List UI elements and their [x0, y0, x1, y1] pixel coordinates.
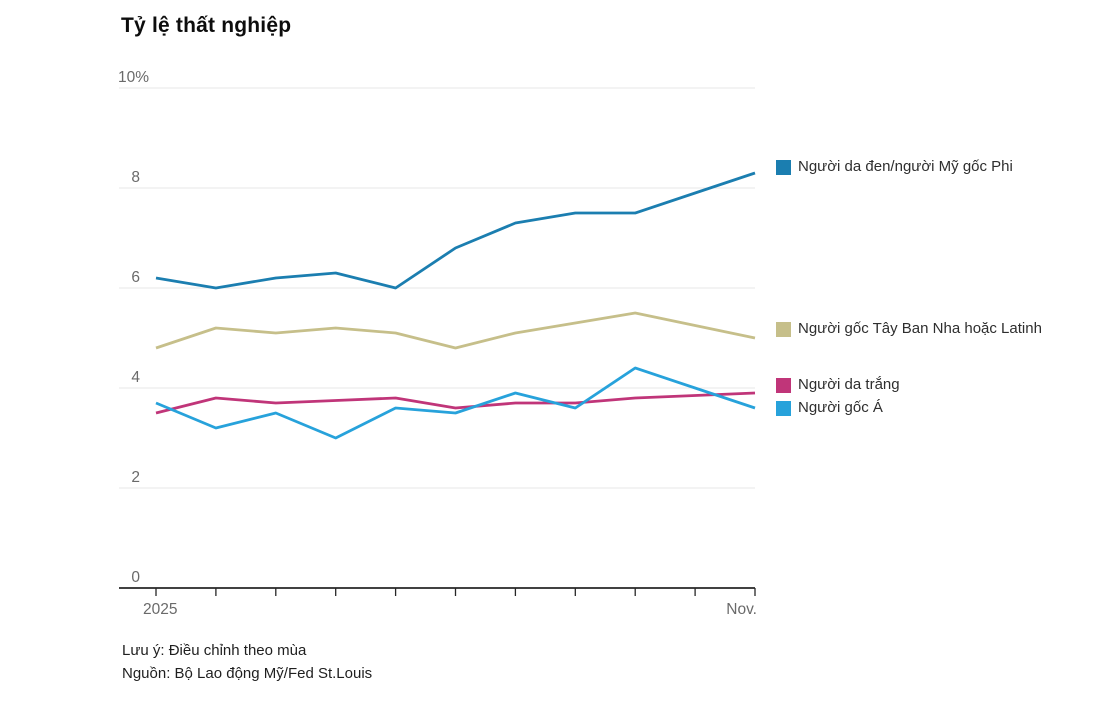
note-block: Lưu ý: Điều chỉnh theo mùa Nguồn: Bộ Lao…	[122, 639, 372, 685]
y-axis-label: 2	[131, 469, 140, 486]
chart-note: Lưu ý: Điều chỉnh theo mùa	[122, 642, 307, 659]
series-line-2	[155, 391, 756, 415]
y-axis-label: 4	[131, 369, 140, 386]
chart-title: Tỷ lệ thất nghiệp	[121, 14, 292, 37]
y-axis-label: 10%	[118, 69, 149, 86]
x-axis-label-month: Nov.	[726, 601, 757, 618]
y-axis-label: 6	[131, 269, 140, 286]
x-axis-label-year: 2025	[143, 601, 177, 618]
y-axis-label: 8	[131, 169, 140, 186]
chart-source: Nguồn: Bộ Lao động Mỹ/Fed St.Louis	[122, 665, 373, 682]
series-line-1	[155, 311, 756, 350]
y-axis-label: 0	[131, 569, 140, 586]
series-line-0	[155, 171, 756, 290]
series-line-3	[155, 366, 756, 440]
